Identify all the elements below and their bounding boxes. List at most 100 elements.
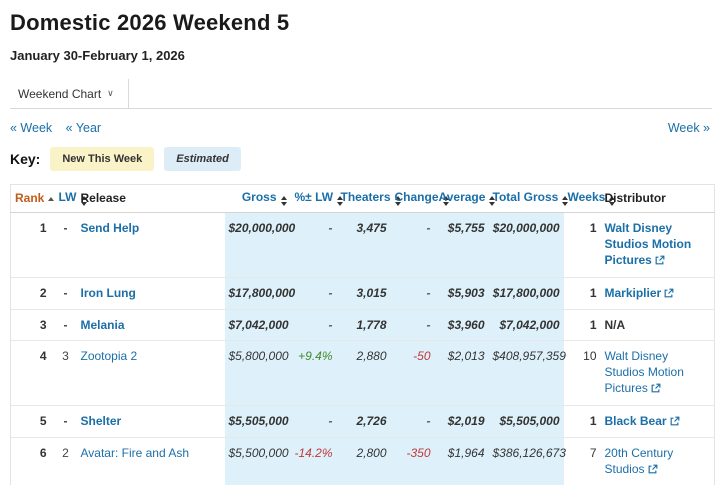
external-link-icon bbox=[655, 253, 665, 269]
distributor-link[interactable]: 20th Century Studios bbox=[605, 446, 674, 476]
legend-key: Key: New This Week Estimated bbox=[10, 147, 712, 171]
rank-cell: 3 bbox=[10, 309, 55, 341]
column-header-rank[interactable]: Rank bbox=[10, 184, 55, 213]
column-header-lw[interactable]: LW bbox=[54, 184, 87, 213]
theaters-cell: 2,880 bbox=[336, 340, 391, 406]
column-header-label: %± LW bbox=[294, 190, 334, 204]
table-row: 5- Shelter $5,505,000-2,726- $2,019 $5,505,0… bbox=[10, 405, 715, 438]
next-week-link[interactable]: Week » bbox=[667, 121, 710, 135]
table-row: 2- Iron Lung $17,800,000-3,015- $5,903 $17,8… bbox=[10, 277, 715, 310]
column-header-theaters[interactable]: Theaters bbox=[336, 184, 401, 213]
value-text: - bbox=[328, 221, 333, 235]
column-header-weeks[interactable]: Weeks bbox=[563, 184, 616, 213]
table-header-row: Rank LW Release Gross %± LW Theaters Change Ave… bbox=[10, 184, 715, 213]
column-header-total-gross[interactable]: Total Gross bbox=[488, 184, 569, 213]
external-link-icon bbox=[670, 414, 680, 430]
sort-icon bbox=[280, 196, 287, 206]
chevron-down-icon: ∨ bbox=[107, 88, 114, 98]
release-link[interactable]: Send Help bbox=[80, 221, 140, 235]
distributor-link[interactable]: Walt Disney Studios Motion Pictures bbox=[605, 349, 684, 395]
value-text: - bbox=[426, 221, 431, 235]
value-text: - bbox=[426, 413, 431, 428]
distributor-link[interactable]: Walt Disney Studios Motion Pictures bbox=[605, 221, 692, 267]
distributor-cell: 20th Century Studios bbox=[600, 437, 715, 485]
column-header--lw[interactable]: %± LW bbox=[290, 184, 344, 213]
gross-cell: $7,042,000 bbox=[224, 309, 291, 341]
total-gross-cell: $408,957,359 bbox=[488, 340, 566, 406]
distributor-cell: Walt Disney Studios Motion Pictures bbox=[600, 340, 715, 406]
release-cell: Zootopia 2 bbox=[76, 340, 225, 406]
external-link-icon bbox=[664, 286, 674, 302]
gross-cell: $5,500,000 bbox=[224, 437, 291, 485]
release-link[interactable]: Avatar: Fire and Ash bbox=[80, 445, 190, 460]
column-header-label: Weeks bbox=[567, 190, 606, 204]
column-header-label: Average bbox=[438, 190, 486, 204]
release-cell: Send Help bbox=[76, 212, 225, 278]
distributor-link[interactable]: Black Bear bbox=[605, 414, 680, 428]
date-range: January 30-February 1, 2026 bbox=[10, 48, 185, 63]
value-text: -50 bbox=[413, 348, 431, 363]
theater-change-cell: - bbox=[390, 212, 435, 278]
column-header-average[interactable]: Average bbox=[434, 184, 496, 213]
theaters-cell: 3,475 bbox=[336, 212, 391, 278]
column-header-label: Gross bbox=[241, 190, 277, 204]
total-gross-cell: $7,042,000 bbox=[488, 309, 564, 341]
column-header-label: LW bbox=[58, 190, 77, 204]
distributor-cell: Black Bear bbox=[600, 405, 715, 438]
release-link[interactable]: Melania bbox=[80, 317, 125, 332]
key-label: Key: bbox=[10, 151, 41, 167]
average-cell: $3,960 bbox=[434, 309, 489, 341]
gross-cell: $17,800,000 bbox=[224, 277, 295, 310]
theater-change-cell: -350 bbox=[390, 437, 435, 485]
table-row: 3- Melania $7,042,000-1,778- $3,960 $7,042,0… bbox=[10, 309, 715, 341]
previous-week-link[interactable]: « Week bbox=[10, 121, 53, 135]
value-text: - bbox=[426, 317, 431, 332]
gross-cell: $5,505,000 bbox=[224, 405, 291, 438]
column-header-label: Total Gross bbox=[492, 190, 559, 204]
weeks-cell: 1 bbox=[563, 212, 601, 278]
previous-year-link[interactable]: « Year bbox=[65, 121, 102, 135]
average-cell: $5,903 bbox=[434, 277, 489, 310]
chart-type-label: Weekend Chart bbox=[18, 86, 102, 101]
external-link-icon bbox=[648, 462, 658, 478]
value-text: +9.4% bbox=[298, 348, 333, 363]
theaters-cell: 2,726 bbox=[336, 405, 391, 438]
percent-change-cell: +9.4% bbox=[290, 340, 337, 406]
column-header-distributor: Distributor bbox=[600, 184, 715, 213]
percent-change-cell: -14.2% bbox=[290, 437, 337, 485]
release-cell: Iron Lung bbox=[76, 277, 225, 310]
release-link[interactable]: Shelter bbox=[80, 413, 122, 428]
gross-cell: $5,800,000 bbox=[224, 340, 291, 406]
value-text: -14.2% bbox=[294, 445, 333, 460]
theater-change-cell: -50 bbox=[390, 340, 435, 406]
release-cell: Melania bbox=[76, 309, 225, 341]
column-header-change[interactable]: Change bbox=[390, 184, 449, 213]
weeks-cell: 7 bbox=[563, 437, 601, 485]
release-cell: Avatar: Fire and Ash bbox=[76, 437, 225, 485]
distributor-link[interactable]: Markiplier bbox=[605, 286, 675, 300]
theaters-cell: 2,800 bbox=[336, 437, 391, 485]
chart-tabbar: Weekend Chart ∨ bbox=[10, 79, 712, 109]
average-cell: $2,019 bbox=[434, 405, 489, 438]
value-text: - bbox=[328, 413, 333, 428]
weeks-cell: 10 bbox=[563, 340, 601, 406]
rank-cell: 6 bbox=[10, 437, 55, 485]
release-link[interactable]: Iron Lung bbox=[80, 285, 136, 300]
sort-icon bbox=[562, 196, 569, 206]
last-week-rank-cell: - bbox=[54, 405, 77, 438]
total-gross-cell: $20,000,000 bbox=[488, 212, 564, 278]
column-header-gross[interactable]: Gross bbox=[224, 184, 291, 213]
chart-type-dropdown[interactable]: Weekend Chart ∨ bbox=[10, 79, 129, 108]
value-text: - bbox=[328, 317, 333, 332]
release-cell: Shelter bbox=[76, 405, 225, 438]
release-link[interactable]: Zootopia 2 bbox=[80, 348, 138, 363]
weeks-cell: 1 bbox=[563, 405, 601, 438]
theaters-cell: 3,015 bbox=[336, 277, 391, 310]
last-week-rank-cell: - bbox=[54, 277, 77, 310]
distributor-cell: Walt Disney Studios Motion Pictures bbox=[600, 212, 715, 278]
column-header-label: Change bbox=[394, 190, 439, 204]
value-text: -350 bbox=[406, 445, 431, 460]
theater-change-cell: - bbox=[390, 309, 435, 341]
column-header-label: Release bbox=[80, 191, 126, 205]
